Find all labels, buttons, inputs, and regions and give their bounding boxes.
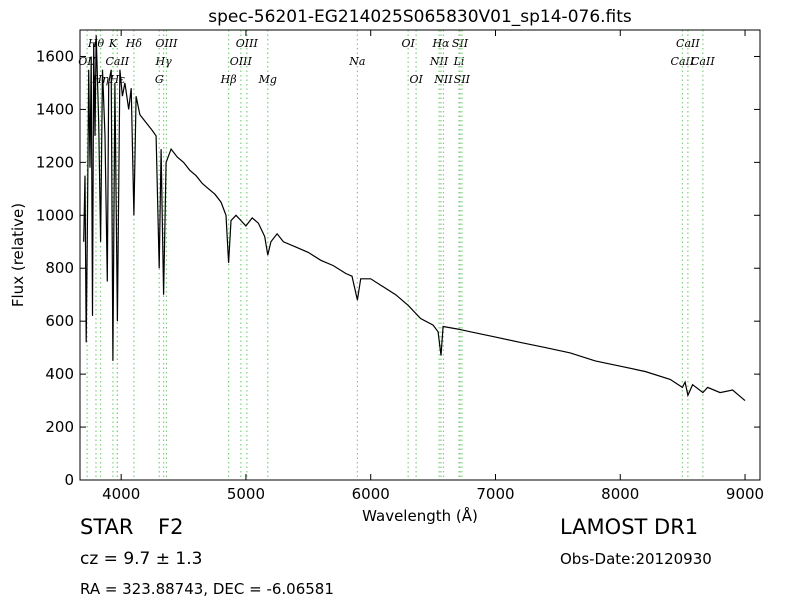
spectral-line-label: Na [348, 55, 365, 68]
spectrum-line [83, 35, 746, 402]
y-tick-label: 800 [45, 259, 74, 277]
x-axis-label: Wavelength (Å) [362, 506, 478, 525]
x-tick-label: 7000 [476, 485, 514, 503]
spectral-line-label: Hδ [125, 37, 143, 50]
redshift: cz = 9.7 ± 1.3 [80, 549, 202, 569]
y-tick-label: 1200 [36, 153, 74, 171]
subclass: F2 [158, 515, 183, 539]
spectral-line-label: G [155, 73, 164, 86]
spectral-line-label: K [108, 37, 118, 50]
spectral-line-label: OI [401, 37, 415, 50]
spectral-line-label: SII [454, 73, 471, 86]
coordinates: RA = 323.88743, DEC = -6.06581 [80, 580, 334, 598]
spectral-line-label: Hα [431, 37, 450, 50]
chart-title: spec-56201-EG214025S065830V01_sp14-076.f… [208, 7, 632, 27]
x-tick-label: 4000 [102, 485, 140, 503]
spectral-line-label: Hγ [155, 55, 173, 68]
spectral-line-label: Li [453, 55, 465, 68]
spectral-line-label: OIII [236, 37, 259, 50]
spectral-line-label: Mg [258, 73, 277, 86]
spectral-line-label: CaII [691, 55, 715, 68]
y-tick-label: 1000 [36, 206, 74, 224]
y-tick-label: 400 [45, 365, 74, 383]
obs-date: Obs-Date:20120930 [560, 550, 712, 568]
x-tick-label: 8000 [601, 485, 639, 503]
spectral-line-label: OII [78, 55, 96, 68]
plot-frame [79, 29, 761, 481]
spectral-line-label: SII [452, 37, 469, 50]
spectral-line-label: CaII [671, 55, 695, 68]
x-tick-label: 9000 [726, 485, 764, 503]
y-tick-label: 1600 [36, 47, 74, 65]
x-tick-label: 5000 [227, 485, 265, 503]
spectral-line-label: CaII [676, 37, 700, 50]
spectral-line-label: OI [409, 73, 423, 86]
spectral-line-label: NII [433, 73, 453, 86]
spectral-line-label: Hβ [220, 73, 237, 86]
x-tick-label: 6000 [352, 485, 390, 503]
y-axis-label: Flux (relative) [9, 203, 27, 307]
survey: LAMOST DR1 [560, 515, 698, 539]
y-tick-label: 0 [64, 471, 74, 489]
y-tick-label: 1400 [36, 100, 74, 118]
class: STAR [80, 515, 133, 539]
y-tick-label: 200 [45, 418, 74, 436]
spectral-line-label: OIII [155, 37, 178, 50]
y-tick-label: 600 [45, 312, 74, 330]
spectral-line-label: OIII [230, 55, 253, 68]
spectral-line-label: NII [429, 55, 449, 68]
